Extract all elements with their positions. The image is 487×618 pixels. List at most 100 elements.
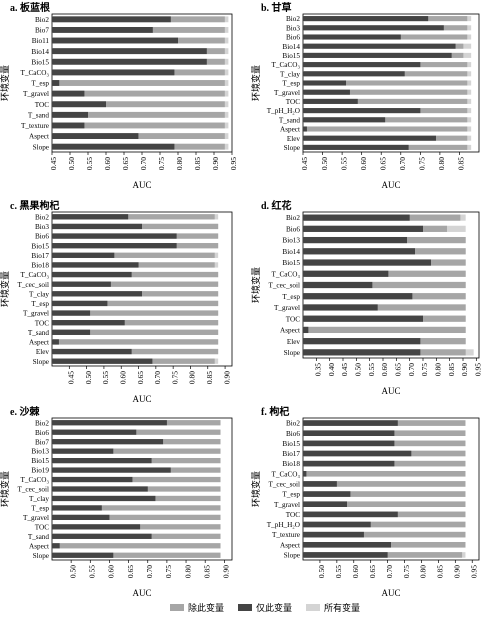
bar-exclude-T_esp [52, 300, 219, 307]
category-label: T_CaCO₃ [272, 61, 301, 69]
y-axis-label: 环境变量 [250, 65, 261, 101]
x-tick-label: 0.45 [67, 371, 76, 384]
bar-only-Bio15 [52, 457, 152, 464]
legend-item-all: 所有变量 [306, 601, 360, 614]
category-label: Bio6 [286, 34, 300, 42]
bar-exclude-T_gravel [52, 90, 225, 97]
x-tick-label: 0.50 [354, 363, 363, 376]
category-label: Bio15 [282, 52, 300, 60]
category-label: Aspect [280, 126, 300, 134]
bar-only-Bio3 [52, 223, 142, 230]
legend: 除此变量 仅此变量 所有变量 [170, 600, 480, 614]
category-label: T_CaCO₃ [272, 470, 301, 478]
x-tick-label: 0.90 [453, 565, 462, 578]
x-tick-label: 0.95 [229, 157, 238, 170]
category-label: Bio11 [32, 37, 50, 45]
category-label: Bio15 [282, 259, 300, 267]
category-label: Bio6 [35, 429, 49, 437]
bar-exclude-T_esp [303, 491, 466, 497]
bar-only-Bio18 [52, 262, 139, 268]
bar-only-Elev [303, 135, 436, 141]
bar-only-Bio13 [52, 448, 114, 454]
bar-only-Bio2 [303, 420, 398, 426]
category-label: T_esp [282, 80, 300, 88]
category-label: T_cec_soil [17, 281, 49, 289]
x-tick-label: 0.55 [334, 565, 343, 578]
bar-only-Bio7 [52, 439, 164, 445]
bar-only-TOC [303, 315, 423, 322]
bar-only-T_esp [52, 300, 108, 307]
x-tick-label: 0.80 [434, 363, 443, 376]
bar-only-Bio13 [303, 236, 407, 244]
legend-item-only: 仅此变量 [238, 601, 292, 614]
bar-only-T_gravel [303, 501, 347, 508]
category-label: Bio2 [35, 213, 49, 221]
category-label: T_esp [31, 505, 49, 513]
bar-only-Bio14 [52, 48, 207, 55]
bar-only-Bio14 [303, 248, 415, 255]
x-tick-label: 0.75 [418, 157, 427, 170]
x-tick-label: 0.45 [300, 157, 309, 170]
x-tick-label: 0.85 [205, 371, 214, 384]
category-label: Bio7 [35, 438, 49, 446]
bar-exclude-T_gravel [303, 89, 468, 95]
panel-title: e. 沙棘 [10, 405, 40, 418]
bar-only-Bio6 [303, 225, 423, 232]
x-tick-label: 0.85 [202, 565, 211, 578]
bar-exclude-T_esp [52, 505, 221, 511]
y-axis-label: 环境变量 [250, 471, 261, 507]
x-tick-label: 0.95 [474, 363, 483, 376]
legend-swatch-exclude [170, 603, 184, 611]
category-label: Bio2 [286, 214, 300, 222]
x-tick-label: 0.45 [340, 363, 349, 376]
x-tick-label: 0.70 [398, 157, 407, 170]
x-tick-label: 0.75 [402, 565, 411, 578]
x-tick-label: 0.70 [139, 157, 148, 170]
category-label: Bio14 [282, 248, 300, 256]
x-axis-label: AUC [132, 588, 151, 598]
x-tick-label: 0.85 [447, 363, 456, 376]
x-tick-label: 0.85 [436, 565, 445, 578]
bar-only-Bio2 [303, 214, 410, 221]
category-label: Bio13 [282, 237, 300, 245]
bar-only-Slope [303, 349, 421, 356]
y-axis-label: 环境变量 [250, 267, 261, 303]
bar-exclude-Slope [52, 552, 221, 558]
category-label: Bio7 [35, 27, 49, 35]
x-tick-label: 0.70 [145, 565, 154, 578]
category-label: T_CaCO₃ [272, 270, 301, 278]
bar-only-TOC [303, 98, 358, 104]
bar-only-Bio17 [52, 252, 115, 258]
bar-exclude-Bio2 [52, 214, 215, 220]
category-label: T_cec_soil [268, 282, 300, 290]
category-label: Aspect [29, 133, 49, 141]
bar-only-T_esp [52, 505, 102, 511]
x-tick-label: 0.75 [420, 363, 429, 376]
plot-frame [302, 417, 480, 561]
bar-only-Elev [303, 338, 421, 345]
bar-only-Aspect [52, 339, 59, 345]
x-tick-label: 0.55 [88, 565, 97, 578]
category-label: Slope [284, 144, 300, 152]
x-tick-label: 0.70 [385, 565, 394, 578]
x-tick-label: 0.75 [164, 565, 173, 578]
bar-exclude-T_CaCO₃ [52, 476, 221, 483]
x-tick-label: 0.50 [67, 157, 76, 170]
category-label: Bio2 [35, 419, 49, 427]
category-label: T_clay [280, 70, 300, 78]
bar-only-Aspect [303, 541, 391, 548]
category-label: T_cec_soil [268, 481, 300, 489]
x-tick-label: 0.75 [170, 371, 179, 384]
bar-only-Bio15 [303, 440, 395, 447]
bar-only-Aspect [52, 543, 60, 549]
bar-only-T_pH_H₂O [303, 108, 421, 114]
category-label: Bio3 [35, 223, 49, 231]
bar-only-T_gravel [52, 514, 110, 521]
category-label: T_gravel [274, 89, 300, 97]
category-label: T_clay [29, 290, 49, 298]
category-label: Bio19 [31, 467, 49, 475]
bar-only-T_gravel [52, 90, 85, 97]
category-label: T_texture [21, 122, 49, 130]
bar-only-Aspect [52, 133, 139, 139]
legend-label-exclude: 除此变量 [188, 602, 225, 613]
